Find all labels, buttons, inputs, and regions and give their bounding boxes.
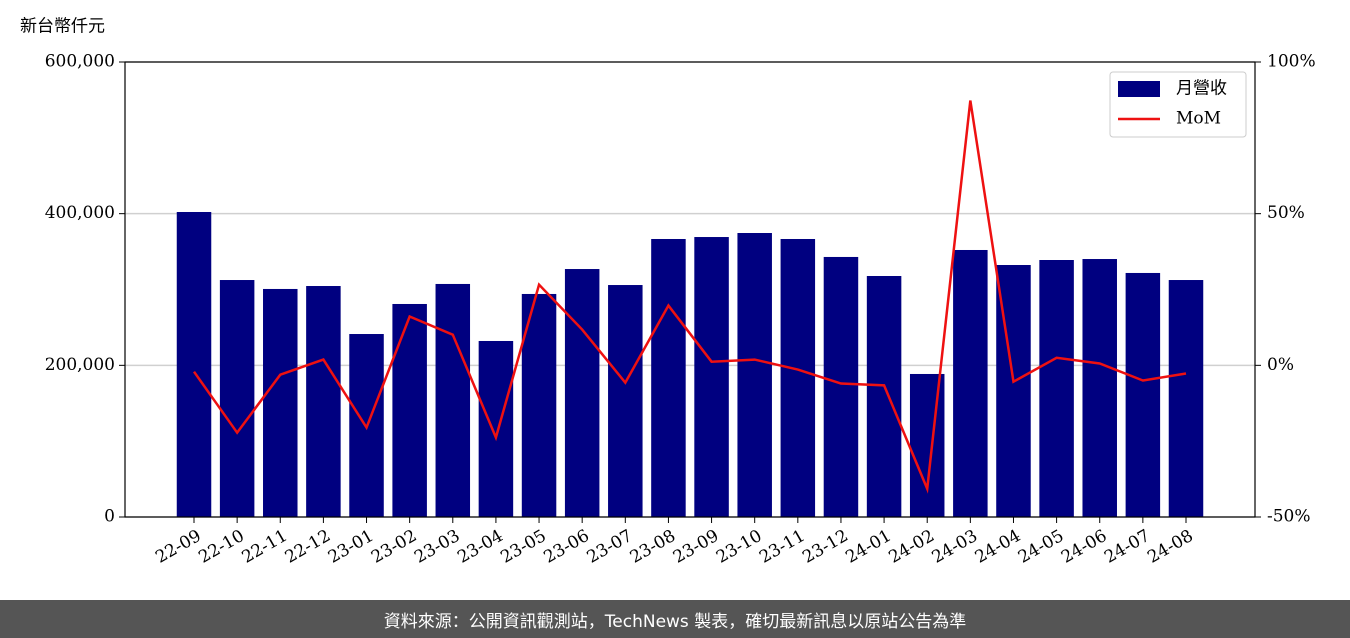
x-tick-label: 23-03 — [411, 526, 463, 568]
x-tick-label: 24-01 — [842, 526, 894, 568]
x-tick-label: 23-12 — [799, 526, 851, 568]
x-tick-label: 23-05 — [497, 526, 549, 568]
x-tick-label: 22-10 — [195, 526, 247, 568]
x-tick-label: 23-10 — [713, 526, 765, 568]
bar — [909, 373, 945, 517]
x-tick-label: 24-08 — [1144, 526, 1196, 568]
bar — [435, 283, 471, 517]
footer: 資料來源：公開資訊觀測站，TechNews 製表，確切最新訊息以原站公告為準 — [0, 600, 1350, 638]
x-tick-label: 24-02 — [886, 526, 938, 568]
y2-tick-label: -50% — [1267, 507, 1311, 527]
x-tick-label: 24-05 — [1015, 526, 1067, 568]
x-tick-label: 23-11 — [756, 526, 808, 568]
bar — [1125, 272, 1161, 517]
bar — [564, 269, 600, 517]
legend-label: 月營收 — [1176, 79, 1227, 99]
bar — [608, 285, 643, 517]
bar — [176, 211, 212, 517]
x-tick-label: 24-04 — [972, 526, 1024, 568]
x-tick-label: 23-08 — [627, 526, 679, 568]
bar — [1082, 259, 1117, 517]
bar — [478, 340, 514, 517]
y-tick-label: 400,000 — [45, 203, 115, 223]
x-tick-label: 23-06 — [540, 526, 592, 568]
y-tick-label: 600,000 — [45, 52, 115, 72]
y2-tick-label: 0% — [1267, 355, 1294, 375]
plot-frame — [124, 61, 1256, 518]
x-tick-label: 24-03 — [929, 526, 981, 568]
x-tick-label: 22-12 — [282, 526, 334, 568]
bar — [392, 303, 427, 517]
x-tick-label: 22-09 — [152, 526, 204, 568]
bar — [823, 256, 859, 517]
bar — [866, 276, 902, 517]
x-tick-label: 23-02 — [368, 526, 420, 568]
line — [192, 100, 1187, 494]
y-tick-label: 200,000 — [45, 355, 115, 375]
y-tick-label: 0 — [104, 507, 115, 527]
y-axis-label: 新台幣仟元 — [20, 17, 105, 37]
legend-label: MoM — [1176, 109, 1221, 129]
bar — [521, 293, 557, 517]
x-tick-label: 24-06 — [1058, 526, 1110, 568]
bar — [306, 286, 341, 517]
bar — [1039, 260, 1074, 517]
bar — [263, 288, 298, 517]
x-tick-label: 23-09 — [670, 526, 722, 568]
x-tick-label: 24-07 — [1101, 526, 1153, 568]
x-tick-label: 23-07 — [584, 526, 636, 568]
chart: 新台幣仟元 0 200,000 400,000 600,000 -50% 0% 50% 100… — [20, 17, 1316, 568]
bar — [953, 249, 988, 517]
bar — [737, 233, 772, 518]
y2-tick-label: 100% — [1267, 52, 1316, 72]
bar — [780, 238, 816, 517]
bar — [694, 237, 729, 518]
x-tick-label: 23-01 — [325, 526, 377, 568]
x-tick-label: 22-11 — [239, 526, 291, 568]
y2-tick-label: 50% — [1267, 203, 1305, 223]
bar — [1168, 280, 1204, 517]
bar — [219, 280, 255, 517]
legend-swatch — [1118, 81, 1160, 97]
bar — [651, 238, 686, 517]
x-tick-label: 23-04 — [454, 526, 506, 568]
